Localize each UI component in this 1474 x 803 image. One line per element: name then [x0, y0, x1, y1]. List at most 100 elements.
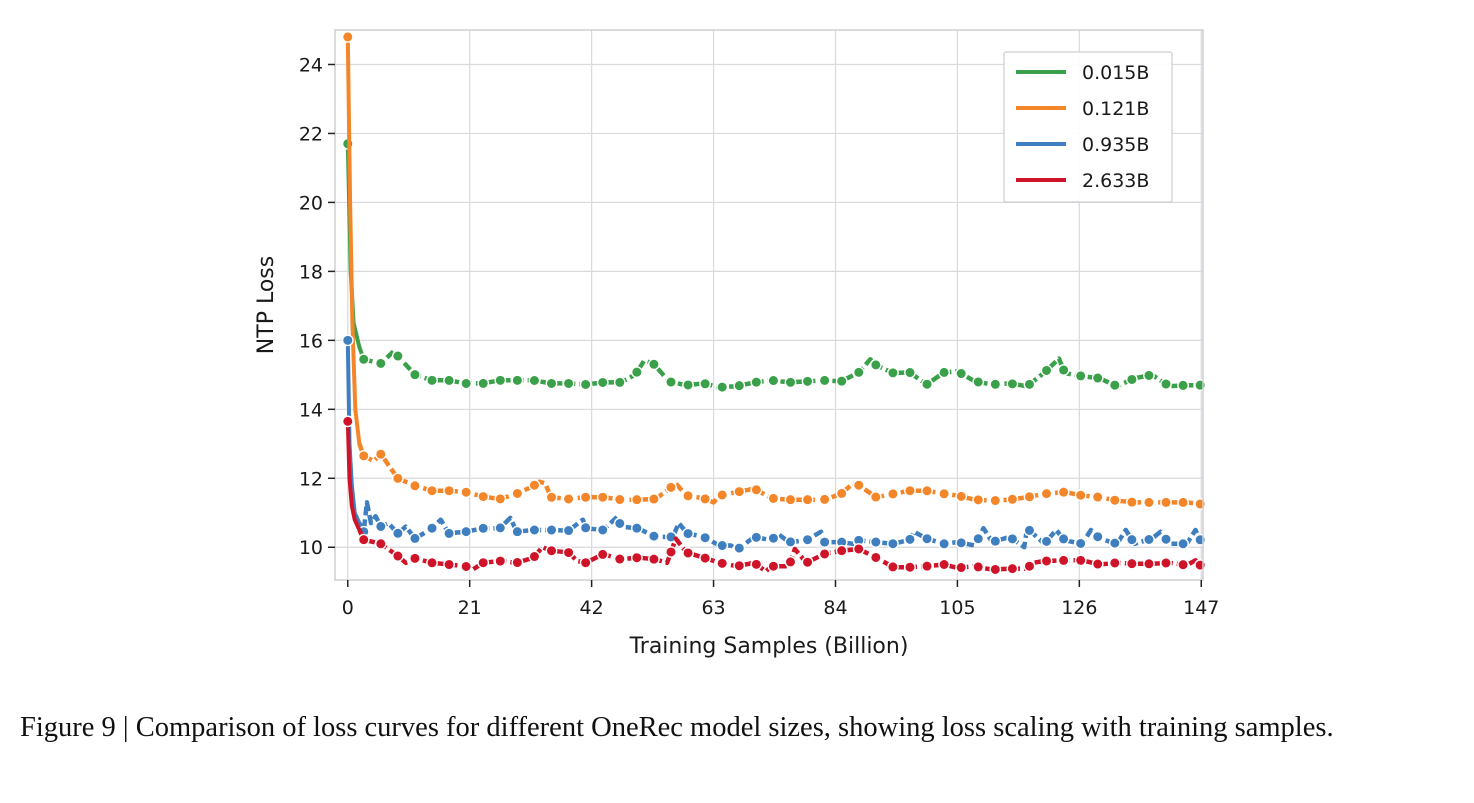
data-point: [374, 537, 387, 550]
data-point: [665, 481, 677, 494]
data-point: [579, 378, 592, 391]
data-point: [716, 539, 729, 552]
data-point: [750, 531, 763, 544]
data-point: [528, 550, 541, 563]
data-point: [545, 544, 558, 557]
data-point: [1023, 378, 1036, 391]
data-point: [818, 548, 831, 560]
data-point: [784, 536, 797, 548]
data-point: [835, 487, 848, 500]
data-point: [562, 377, 575, 390]
data-point: [699, 552, 712, 564]
data-point: [357, 533, 370, 546]
data-point: [904, 366, 916, 379]
data-point: [904, 561, 916, 574]
data-point: [648, 553, 660, 566]
series-line-initial: [345, 419, 362, 532]
data-point: [972, 376, 985, 388]
data-point: [904, 484, 916, 497]
data-point: [767, 492, 780, 505]
data-point: [1108, 557, 1121, 569]
data-point: [443, 527, 455, 540]
data-point: [630, 493, 643, 506]
data-point: [1125, 496, 1138, 509]
x-tick-label: 105: [939, 597, 975, 619]
data-point: [460, 525, 473, 538]
data-point: [357, 449, 370, 462]
data-point: [391, 550, 404, 562]
data-point: [784, 493, 797, 506]
data-point: [613, 493, 626, 506]
y-tick-label: 14: [299, 399, 323, 421]
data-point: [682, 547, 694, 559]
data-point: [972, 532, 985, 545]
data-point: [972, 493, 985, 506]
data-point: [1057, 532, 1070, 545]
y-tick-label: 18: [299, 261, 323, 283]
series-0.935B: [341, 334, 1207, 555]
data-point: [869, 551, 882, 564]
data-point: [887, 560, 899, 573]
data-point: [1006, 377, 1019, 390]
data-point: [955, 367, 968, 380]
y-axis: 10 12 14 16 18 20 22 24: [299, 54, 335, 559]
data-point: [1023, 560, 1036, 573]
data-point: [426, 374, 438, 387]
data-point: [1040, 535, 1053, 548]
x-tick-label: 126: [1061, 597, 1097, 619]
data-point: [409, 552, 421, 565]
data-point: [665, 376, 677, 388]
data-point: [613, 517, 626, 530]
data-point: [494, 521, 507, 534]
data-point: [1143, 557, 1155, 570]
data-point: [648, 493, 660, 505]
data-point: [1194, 533, 1207, 546]
data-point: [887, 488, 899, 500]
data-point: [733, 379, 746, 392]
data-point: [921, 560, 933, 573]
data-point: [1177, 496, 1189, 509]
data-point: [1040, 487, 1053, 500]
data-point: [1108, 379, 1121, 392]
data-point: [562, 493, 575, 505]
data-point: [528, 479, 541, 492]
data-point: [511, 556, 524, 569]
data-point: [767, 374, 780, 387]
data-point: [511, 525, 524, 538]
data-point: [784, 376, 797, 389]
data-point: [1160, 378, 1172, 390]
data-point: [1194, 379, 1207, 392]
legend-label: 0.935B: [1082, 134, 1149, 156]
x-axis-label: Training Samples (Billion): [629, 634, 909, 659]
data-point: [426, 522, 438, 535]
data-point: [955, 490, 968, 503]
data-point: [596, 376, 609, 389]
data-point: [665, 546, 677, 558]
data-point: [1177, 537, 1189, 550]
data-point: [972, 560, 985, 573]
data-point: [341, 334, 354, 347]
data-point: [699, 377, 712, 390]
data-point: [477, 490, 490, 503]
data-point: [579, 491, 592, 504]
data-point: [596, 491, 609, 504]
data-point: [477, 556, 490, 569]
x-tick-label: 0: [342, 597, 354, 619]
data-point: [648, 358, 660, 371]
data-point: [545, 377, 558, 390]
data-point: [682, 527, 694, 540]
data-point: [1177, 558, 1189, 571]
data-point: [699, 531, 712, 544]
data-point: [852, 479, 865, 492]
data-point: [801, 493, 814, 506]
data-point: [528, 374, 541, 387]
data-point: [801, 375, 814, 388]
data-point: [716, 489, 729, 501]
data-point: [1057, 364, 1070, 376]
data-point: [443, 484, 455, 497]
data-point: [460, 377, 473, 390]
data-point: [613, 376, 626, 389]
data-point: [1057, 554, 1070, 567]
data-point: [682, 489, 694, 502]
data-point: [955, 536, 968, 549]
